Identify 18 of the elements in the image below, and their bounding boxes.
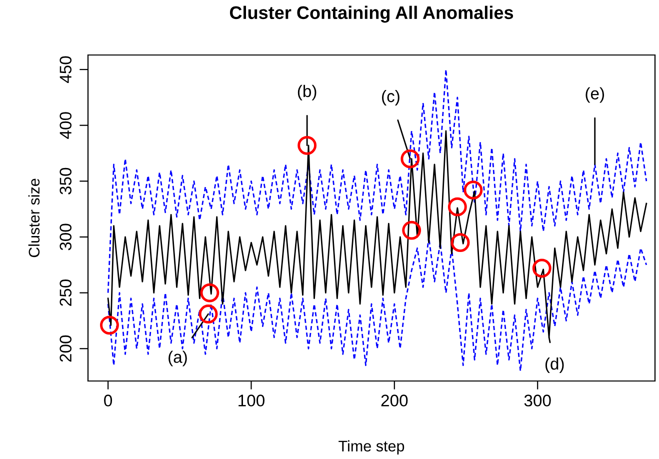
y-tick-label: 450 [60, 56, 72, 84]
x-tick-label: 100 [238, 394, 264, 406]
y-tick-label: 250 [60, 280, 72, 306]
x-axis-title: Time step [338, 440, 404, 455]
x-tick-label: 300 [524, 394, 551, 406]
x-tick-label: 0 [104, 394, 112, 406]
annotation: (c) [382, 90, 400, 106]
y-axis-title: Cluster size [28, 178, 40, 258]
annotation: (b) [298, 84, 316, 100]
chart-title: Cluster Containing All Anomalies [230, 6, 514, 23]
y-tick-label: 400 [60, 112, 72, 139]
y-tick-label: 300 [60, 224, 72, 250]
annotation: (d) [545, 357, 564, 373]
annotation: (a) [168, 350, 187, 366]
x-tick-label: 200 [381, 394, 408, 406]
y-tick-label: 350 [60, 168, 72, 194]
annotation: (e) [586, 87, 604, 103]
y-tick-label: 200 [60, 335, 72, 362]
